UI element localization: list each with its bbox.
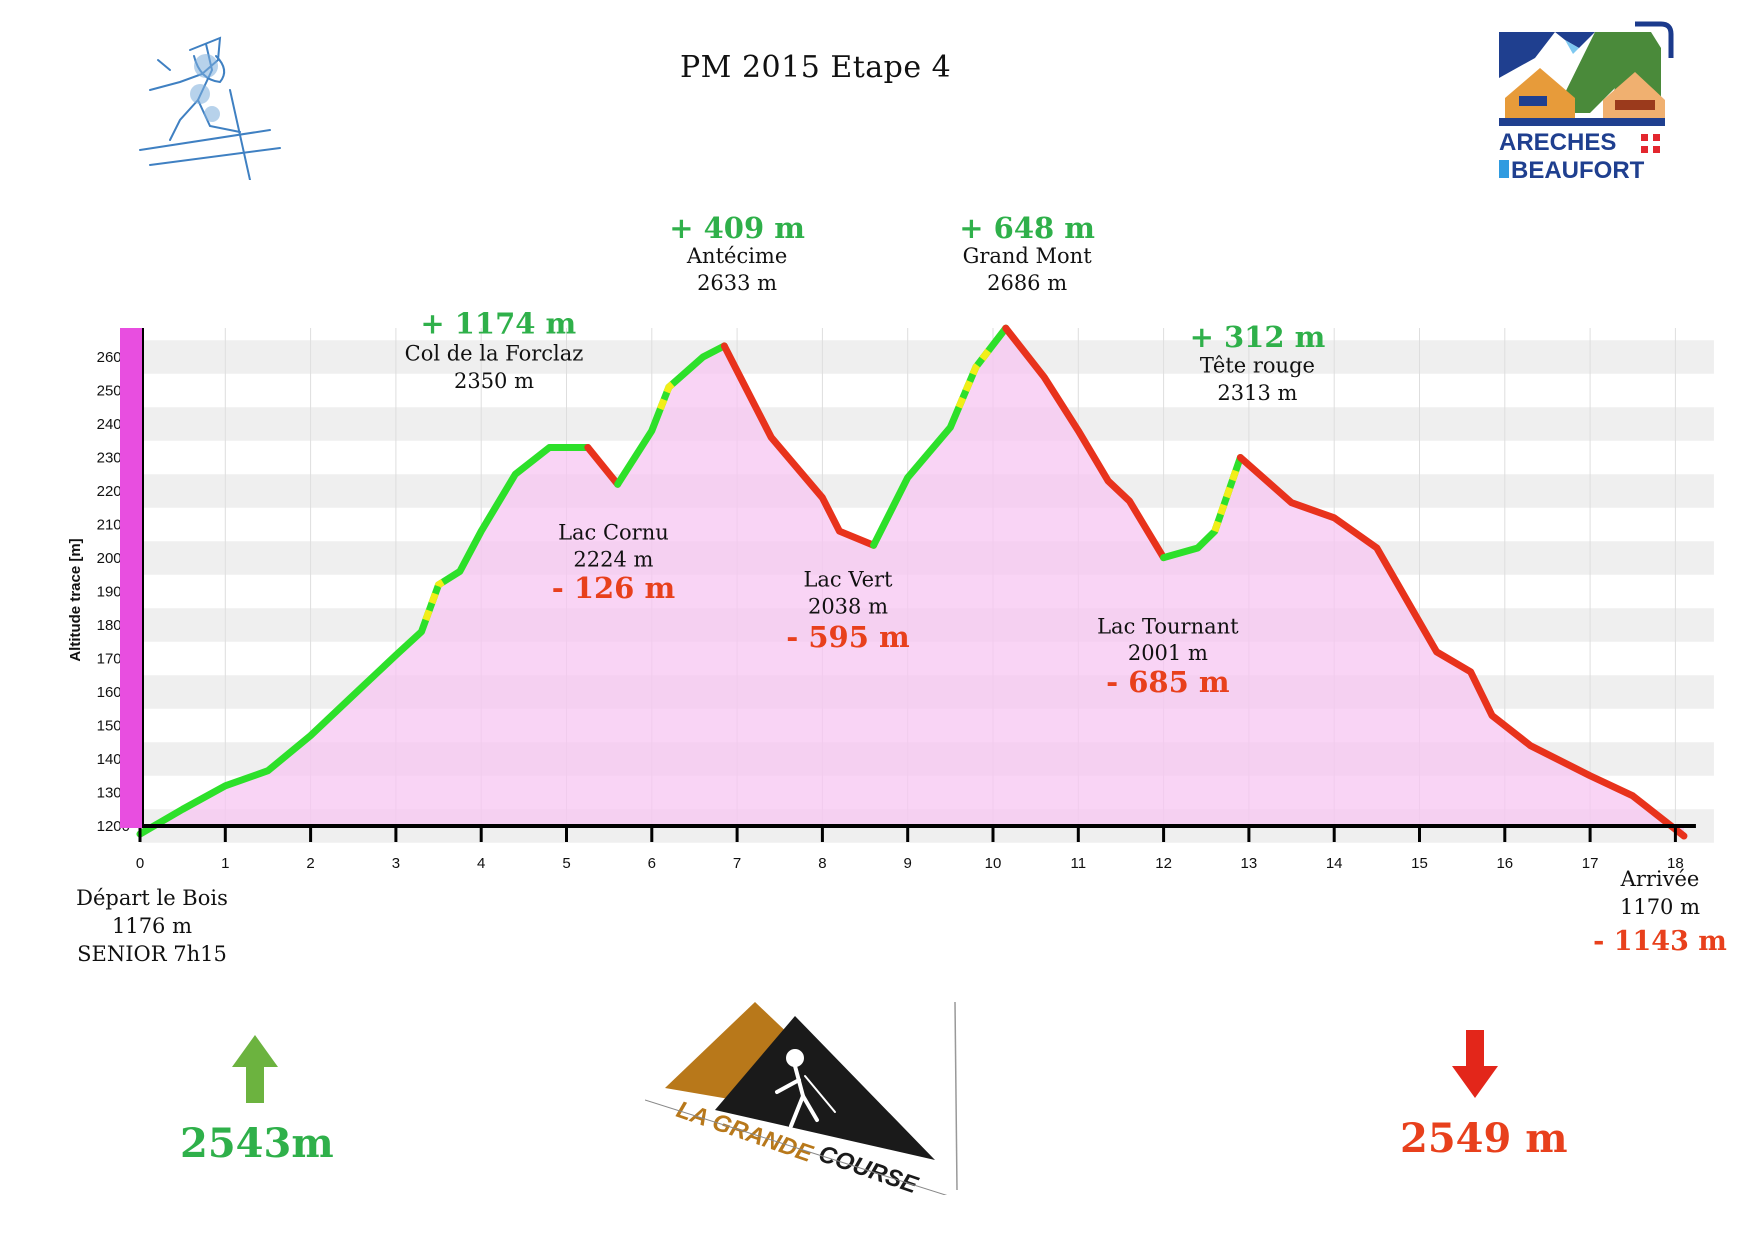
start-label-2: SENIOR 7h15 [77,942,227,966]
annotation-place: Col de la Forclaz [405,341,584,365]
x-tick-label: 12 [1155,855,1172,872]
annotation-alt: 2686 m [987,271,1067,295]
arrow-up-icon [232,1035,278,1103]
profile-segment-descent [1002,324,1168,562]
profile-segment-descent [720,342,878,549]
annotation-gain: + 409 m [669,211,805,245]
x-tick-label: 13 [1241,855,1258,872]
annotation-place: Tête rouge [1200,354,1315,378]
annotation-gain: + 1174 m [420,307,576,341]
annotation-loss: - 126 m [552,571,676,605]
grid-band [140,340,1714,374]
profile-segment-descent [1236,454,1688,840]
annotation-alt: 2224 m [573,547,653,571]
steep-section [657,380,676,411]
x-tick-label: 10 [985,855,1002,872]
x-tick-label: 0 [136,855,144,872]
annotation-place: Lac Tournant [1097,614,1239,638]
annotation-loss: - 595 m [786,620,910,654]
y-axis-color-bar [120,328,142,828]
annotation-place: Lac Vert [803,567,893,591]
x-tick-label: 15 [1411,855,1428,872]
x-tick-label: 6 [648,855,656,872]
annotation-alt: 2350 m [454,369,534,393]
x-tick-label: 7 [733,855,741,872]
annotation-loss: - 685 m [1106,665,1230,699]
x-tick-label: 2 [306,855,314,872]
annotation-place: Antécime [686,244,787,268]
arrow-down-icon [1452,1030,1498,1098]
start-label-1: 1176 m [112,914,192,938]
la-grande-course-logo: LA GRANDE COURSE [645,1001,958,1195]
finish-label-1: 1170 m [1620,895,1700,919]
x-tick-label: 11 [1071,855,1087,872]
annotation-alt: 2038 m [808,594,888,618]
brand-line1: ARECHES [1499,129,1616,156]
total-gain: 2543m [180,1120,334,1167]
brand-line2: BEAUFORT [1511,157,1645,184]
annotation-place: Lac Cornu [558,521,669,545]
annotation-place: Grand Mont [963,244,1093,268]
profile-area [140,328,1684,837]
total-loss: 2549 m [1400,1115,1568,1162]
grid-band [140,407,1714,441]
areches-beaufort-logo: ARECHES BEAUFORT [1499,21,1674,184]
x-tick-label: 16 [1496,855,1513,872]
annotation-gain: + 312 m [1190,320,1326,354]
skier-logo [139,36,281,180]
x-tick-label: 14 [1326,855,1343,872]
annotation-alt: 2001 m [1128,641,1208,665]
steep-section [955,348,992,409]
finish-label-2: - 1143 m [1593,926,1727,957]
profile-segment-descent [584,443,622,488]
steep-section [422,579,445,622]
annotation-alt: 2313 m [1217,381,1297,405]
x-tick-label: 18 [1667,855,1684,872]
page-title: PM 2015 Etape 4 [680,50,952,85]
annotation-alt: 2633 m [697,271,777,295]
annotation-gain: + 648 m [959,211,1095,245]
x-tick-label: 3 [392,855,400,872]
x-tick-label: 9 [904,855,912,872]
x-tick-label: 5 [562,855,570,872]
y-axis-label: Altitude trace [m] [67,538,84,661]
start-label-0: Départ le Bois [76,886,228,910]
x-tick-label: 1 [221,855,229,872]
x-tick-label: 4 [477,855,485,872]
steep-section [1211,468,1240,533]
x-tick-label: 8 [818,855,826,872]
profile-segment-climb [136,443,592,838]
x-tick-label: 17 [1582,855,1599,872]
finish-label-0: Arrivée [1620,867,1700,891]
